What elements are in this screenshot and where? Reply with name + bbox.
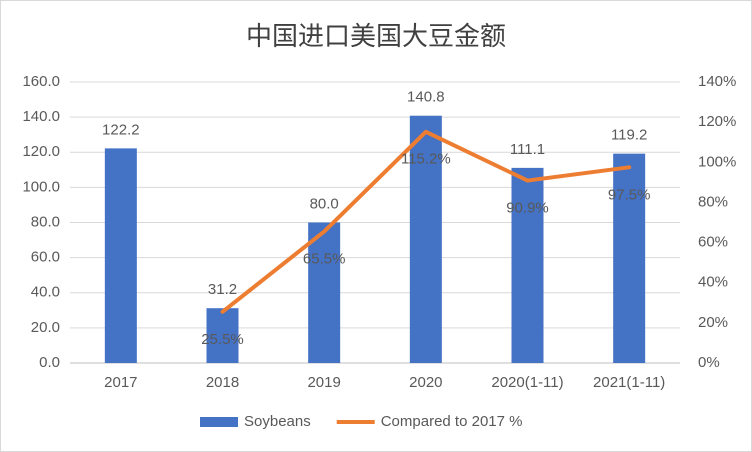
y-tick-label: 120.0 bbox=[22, 143, 60, 160]
data-label: 65.5% bbox=[303, 251, 346, 268]
bar bbox=[206, 308, 239, 363]
bar bbox=[511, 167, 544, 363]
data-label: 111.1 bbox=[510, 141, 545, 158]
y2-tick-label: 120% bbox=[698, 113, 736, 130]
y-tick-label: 160.0 bbox=[22, 73, 60, 90]
x-tick-label: 2019 bbox=[307, 374, 340, 391]
data-label: 80.0 bbox=[310, 195, 339, 212]
y-tick-label: 80.0 bbox=[31, 213, 60, 230]
legend-label: Soybeans bbox=[244, 413, 311, 430]
data-label: 122.2 bbox=[102, 121, 140, 138]
x-tick-label: 2021(1-11) bbox=[593, 374, 665, 391]
legend-swatch bbox=[200, 417, 238, 427]
chart-title: 中国进口美国大豆金额 bbox=[246, 21, 506, 51]
data-label: 119.2 bbox=[611, 127, 647, 144]
y2-tick-label: 80% bbox=[698, 193, 728, 210]
bar bbox=[308, 222, 341, 363]
y-tick-label: 40.0 bbox=[31, 284, 60, 301]
data-label: 97.5% bbox=[608, 186, 651, 203]
bar bbox=[613, 153, 646, 363]
y-tick-label: 20.0 bbox=[31, 319, 60, 336]
bar bbox=[104, 148, 137, 363]
x-tick-label: 2018 bbox=[206, 374, 239, 391]
y2-tick-label: 140% bbox=[698, 73, 736, 90]
y-tick-label: 100.0 bbox=[22, 178, 60, 195]
y2-tick-label: 60% bbox=[698, 234, 728, 251]
data-label: 31.2 bbox=[208, 281, 237, 298]
y2-tick-label: 100% bbox=[698, 153, 736, 170]
y2-tick-label: 40% bbox=[698, 274, 728, 291]
legend-label: Compared to 2017 % bbox=[381, 413, 523, 430]
x-tick-label: 2020 bbox=[409, 374, 442, 391]
y2-tick-label: 20% bbox=[698, 314, 728, 331]
data-label: 90.9% bbox=[506, 200, 549, 217]
y-tick-label: 0.0 bbox=[39, 354, 60, 371]
bar bbox=[409, 115, 442, 363]
y-tick-label: 60.0 bbox=[31, 249, 60, 266]
x-tick-label: 2020(1-11) bbox=[491, 374, 563, 391]
x-tick-label: 2017 bbox=[104, 374, 137, 391]
data-label: 115.2% bbox=[401, 151, 451, 168]
data-label: 25.5% bbox=[201, 331, 244, 348]
line bbox=[220, 129, 632, 314]
y-tick-label: 140.0 bbox=[22, 108, 60, 125]
data-label: 140.8 bbox=[407, 89, 445, 106]
y2-tick-label: 0% bbox=[698, 354, 720, 371]
